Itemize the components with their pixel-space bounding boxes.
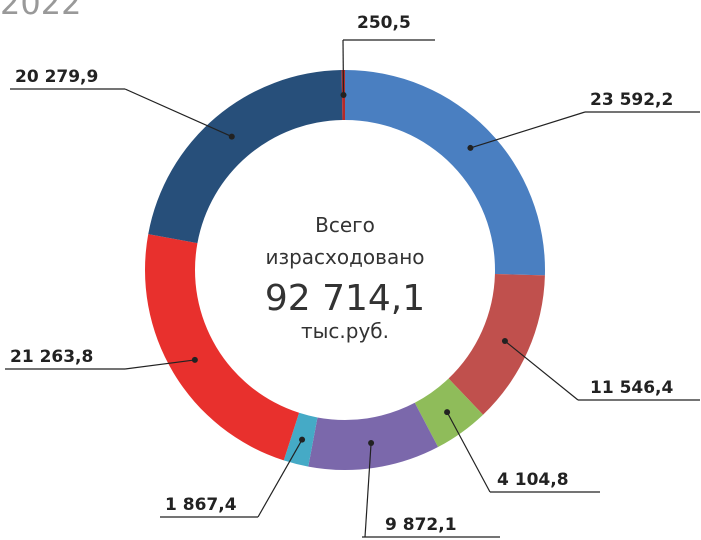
leader-dot xyxy=(368,440,375,447)
leader-line xyxy=(470,111,586,149)
slice xyxy=(308,402,439,470)
leader-line xyxy=(124,88,233,138)
slice xyxy=(448,274,545,415)
leader-line xyxy=(342,39,345,96)
leader-line xyxy=(504,340,579,401)
slice xyxy=(145,234,300,461)
center-text: Всего xyxy=(315,213,375,237)
data-label: 20 279,9 xyxy=(15,67,98,87)
chart-title: 2022 xyxy=(0,0,81,22)
unit: тыс.руб. xyxy=(301,319,389,343)
leader-dot xyxy=(228,133,235,140)
leader-dot xyxy=(501,338,508,345)
leader-dot xyxy=(444,409,451,416)
leader-line xyxy=(364,443,372,538)
leader-dot xyxy=(191,356,198,363)
data-label: 11 546,4 xyxy=(590,378,674,398)
leader-dot xyxy=(467,144,474,151)
data-label: 4 104,8 xyxy=(497,470,569,490)
leader-line xyxy=(124,359,195,370)
leader-line xyxy=(257,439,303,518)
total: 92 714,1 xyxy=(265,278,425,319)
data-label: 9 872,1 xyxy=(385,515,457,535)
slice xyxy=(345,70,545,276)
slice xyxy=(148,70,343,244)
data-label: 23 592,2 xyxy=(590,90,673,110)
leader-dot xyxy=(299,436,306,443)
leader-dot xyxy=(340,92,347,99)
data-label: 21 263,8 xyxy=(10,347,93,367)
data-label: 250,5 xyxy=(357,13,411,33)
leader-line xyxy=(446,411,491,493)
center-text: израсходовано xyxy=(265,245,424,269)
data-label: 1 867,4 xyxy=(165,495,237,515)
